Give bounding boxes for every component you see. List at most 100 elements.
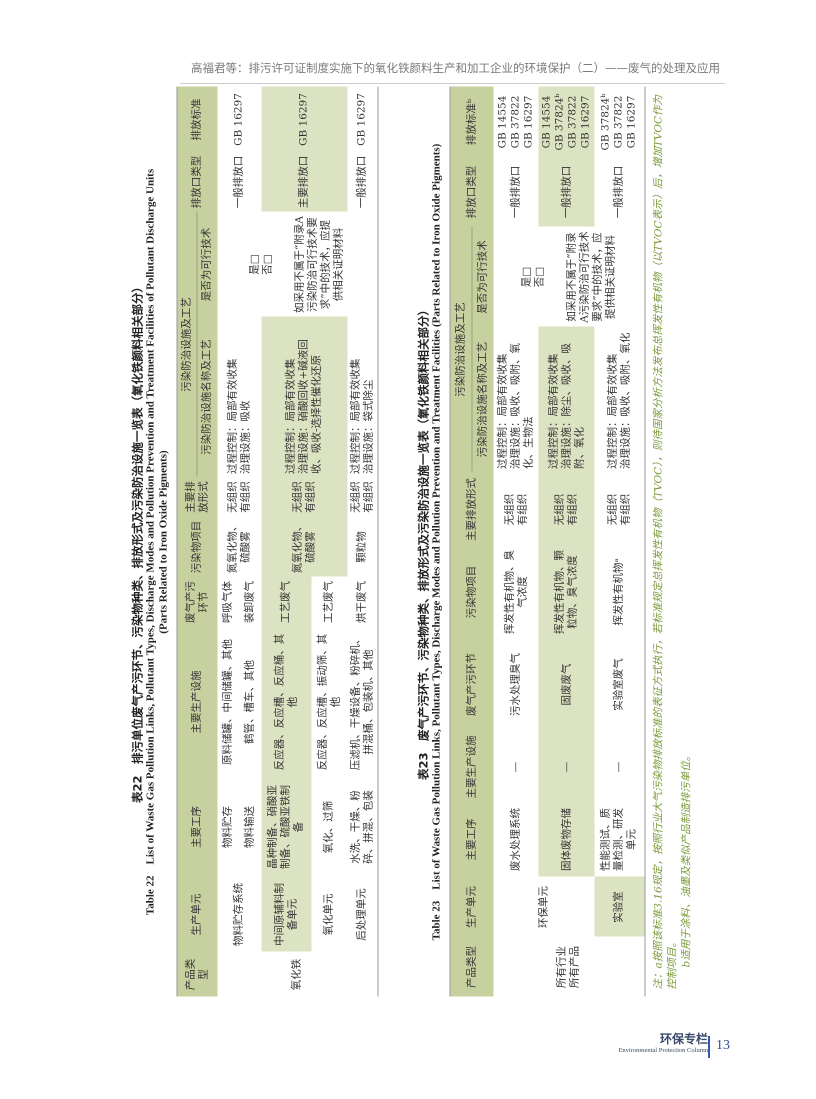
header-process: 主要工序 xyxy=(449,802,494,877)
header-outlet: 排放口类型 xyxy=(449,157,494,227)
cell-pollutant: 挥发性有机物ᵃ xyxy=(612,558,625,626)
cell-process: 水洗、干燥、粉碎、拼混、包装 xyxy=(349,790,374,864)
footer-divider xyxy=(708,1036,710,1058)
header-link: 废气产污环节 xyxy=(177,577,217,627)
table22-title-en: Table 22 List of Waste Gas Pollution Lin… xyxy=(144,168,157,916)
table23-title-en: Table 23 List of Waste Gas Pollution Lin… xyxy=(430,143,442,941)
cell-outlet: 一般排放口 xyxy=(538,157,595,227)
header-unit: 生产单元 xyxy=(449,877,494,937)
cell-outlet: 一般排放口 xyxy=(232,155,245,209)
table-row: 固体废物存储 — 固废废气 挥发性有机物、颗粒物、臭气浓度 无组织 有组织 过程… xyxy=(538,87,595,997)
feasible-checkboxes: 是□ 否□ xyxy=(248,254,274,275)
header-product-type: 产品类型 xyxy=(449,937,494,997)
running-head: 高福君等：排污许可证制度实施下的氧化铁颜料生产和加工企业的环境保护（二）——废气… xyxy=(191,61,720,75)
header-process: 主要工序 xyxy=(177,777,217,877)
cell-link: 烘干废气 xyxy=(355,581,368,623)
cell-unit: 中间原辅料制备单元 xyxy=(261,877,311,952)
column-label: 环保专栏 Environmental Protection Column xyxy=(600,1030,708,1054)
cell-control: 过程控制：局部有效收集 治理设施：硝酸回收+碱液回收、吸收-选择性催化还原 xyxy=(261,317,347,477)
cell-pollutant: 挥发性有机物、颗粒物、臭气浓度 xyxy=(538,547,595,637)
cell-facility: — xyxy=(612,761,625,773)
cell-standard: GB 16297 xyxy=(261,87,347,152)
table-row: 氧化铁 物料贮存系统 物料贮存 原料储罐、中间储罐、其他 呼吸气体 氮氧化物、硫… xyxy=(217,87,345,997)
header-pollutant: 污染物项目 xyxy=(177,517,217,577)
cell-unit: 物料贮存系统 xyxy=(232,883,245,946)
cell-process: 物料贮存 xyxy=(221,806,234,848)
cell-process: 物料输送 xyxy=(243,806,256,848)
table-row: 实验室 性能测试、质量检测、研发单元 — 实验室废气 挥发性有机物ᵃ 无组织 有… xyxy=(594,87,645,997)
header-control-name: 污染防治设施名称及工艺 xyxy=(197,317,217,477)
cell-unit: 后处理单元 xyxy=(355,888,368,941)
feasible-note: 如采用不属于“附录A污染防治可行技术要求”中的技术，应提供相关证明材料 xyxy=(293,216,345,313)
cell-control: 过程控制：局部有效收集 治理设施：吸收、吸附、氧化 xyxy=(606,332,632,470)
feasible-checkboxes: 是□ 否□ xyxy=(520,266,546,288)
cell-mode: 无组织 有组织 xyxy=(503,493,528,526)
header-pollutant: 污染物项目 xyxy=(449,547,494,637)
header-control-name: 污染防治设施名称及工艺 xyxy=(471,327,494,472)
header-product-type: 产品类型 xyxy=(177,952,217,997)
cell-control: 过程控制：局部有效收集 治理设施：吸收、吸附、氧化、生物法 xyxy=(496,343,535,469)
cell-unit: 环保单元 xyxy=(537,886,550,928)
table22: 产品类型 生产单元 主要工序 主要生产设施 废气产污环节 污染物项目 主要排放形… xyxy=(176,87,378,997)
cell-process: 性能测试、质量检测、研发单元 xyxy=(599,808,638,871)
cell-unit: 实验室 xyxy=(594,877,645,937)
cell-mode: 无组织 有组织 xyxy=(261,477,347,517)
table23: 产品类型 生产单元 主要工序 主要生产设施 废气产污环节 污染物项目 主要排放形… xyxy=(449,87,645,997)
cell-mode: 无组织 有组织 xyxy=(606,493,632,526)
cell-process: 氧化、过筛 xyxy=(322,800,335,854)
cell-pollutant: 颗粒物 xyxy=(355,531,368,563)
header-facility: 主要生产设施 xyxy=(177,627,217,777)
header-standard: 排放标准ᵇ xyxy=(449,87,494,157)
footnote-a: 注：a按照该标准3.16规定，按照行业大气污染物排放标准的表征方式执行，若标准规… xyxy=(652,94,678,990)
cell-facility: — xyxy=(509,761,522,773)
header-standard: 排放标准 xyxy=(177,87,217,152)
cell-standard: GB 14554 GB 37822 GB 16297 xyxy=(496,95,535,149)
cell-pollutant: 氮氧化物、硫酸雾 xyxy=(226,520,251,574)
cell-link: 固废废气 xyxy=(538,637,595,732)
cell-link: 呼吸气体 xyxy=(221,581,234,623)
table23-title-cn: 表23 废气产污环节、污染物种类、排放形式及污染防治设施一览表（氧化铁颜料相关部… xyxy=(416,304,430,780)
column-name-en: Environmental Protection Column xyxy=(618,1047,708,1054)
cell-link: 污水处理臭气 xyxy=(509,653,522,716)
cell-outlet: 一般排放口 xyxy=(355,155,368,209)
table-footnotes: 注：a按照该标准3.16规定，按照行业大气污染物排放标准的表征方式执行，若标准规… xyxy=(651,90,693,1000)
cell-pollutant: 挥发性有机物、臭气浓度 xyxy=(503,550,528,634)
cell-link: 工艺废气 xyxy=(261,577,311,627)
cell-mode: 无组织 有组织 xyxy=(226,481,251,513)
cell-feasible: 是□ 否□ 如采用不属于“附录A污染防治可行技术要求”中的技术，应提供相关证明材… xyxy=(494,227,645,327)
cell-link: 装卸废气 xyxy=(243,581,256,623)
cell-pollutant: 氮氧化物、硫酸雾 xyxy=(261,517,347,577)
cell-product: 氧化铁 xyxy=(290,958,303,991)
cell-standard: GB 16297 xyxy=(355,93,368,146)
cell-standard: GB 14554 GB 37824ᵇ GB 37822 GB 16297 xyxy=(538,87,595,157)
header-feasible: 是否为可行技术 xyxy=(197,212,217,317)
table22-title-en-2: (Parts Related to Iron Oxide Pigments) xyxy=(157,450,170,634)
cell-mode: 无组织 有组织 xyxy=(538,472,595,547)
cell-outlet: 一般排放口 xyxy=(612,165,625,219)
cell-facility: — xyxy=(538,732,595,802)
cell-facility: 压滤机、干燥设备、粉碎机、拼混桶、包装机、其他 xyxy=(349,633,374,771)
table22-title-cn: 表22 排污单位废气产污环节、污染物种类、排放形式及污染防治设施一览表（氧化铁颜… xyxy=(130,281,145,803)
cell-facility: 反应器、反应槽、振动筛、其他 xyxy=(316,633,341,771)
rotated-content: 表22 排污单位废气产污环节、污染物种类、排放形式及污染防治设施一览表（氧化铁颜… xyxy=(131,85,701,1000)
cell-control: 过程控制：局部有效收集 治理设施：吸收 xyxy=(226,358,251,475)
cell-process: 废水处理系统 xyxy=(509,808,522,871)
cell-product: 所有行业 所有产品 xyxy=(555,946,581,988)
cell-process: 晶种制备、硝酸亚制备、硫酸亚铁制备 xyxy=(261,777,311,877)
header-divider xyxy=(180,83,725,84)
cell-control: 过程控制：局部有效收集 治理设施：袋式除尘 xyxy=(349,358,374,475)
header-control: 污染防治设施及工艺 xyxy=(449,227,472,472)
cell-facility: 原料储罐、中间储罐、其他 xyxy=(221,639,234,765)
cell-link: 工艺废气 xyxy=(322,581,335,623)
cell-control: 过程控制：局部有效收集 治理设施：除尘、吸收、吸附、氧化 xyxy=(538,327,595,472)
cell-feasible: 是□ 否□ 如采用不属于“附录A污染防治可行技术要求”中的技术，应提供相关证明材… xyxy=(217,212,378,317)
header-facility: 主要生产设施 xyxy=(449,732,494,802)
column-name-cn: 环保专栏 xyxy=(659,1032,708,1046)
cell-standard: GB 16297 xyxy=(232,93,245,146)
cell-process: 固体废物存储 xyxy=(538,802,595,877)
header-feasible: 是否为可行技术 xyxy=(471,227,494,327)
feasible-note: 如采用不属于“附录A污染防治可行技术要求”中的技术，应提供相关证明材料 xyxy=(565,231,617,323)
page-number: 13 xyxy=(716,1038,730,1053)
table-row: 所有行业 所有产品 环保单元 废水处理系统 — 污水处理臭气 挥发性有机物、臭气… xyxy=(494,87,617,997)
header-outlet: 排放口类型 xyxy=(177,152,217,212)
